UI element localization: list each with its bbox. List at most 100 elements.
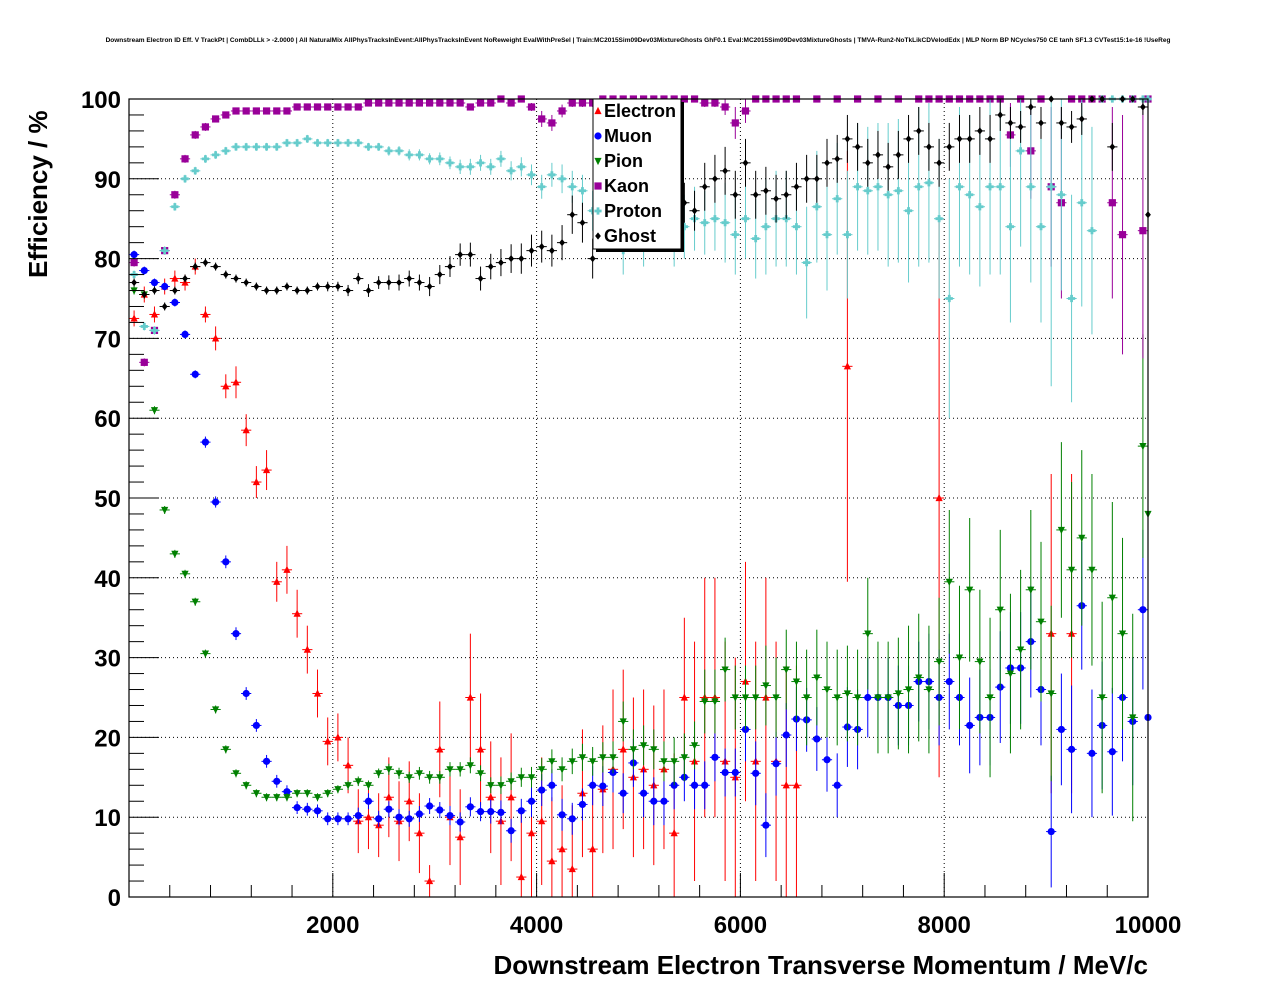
- data-point: [803, 258, 811, 267]
- data-point: [558, 811, 566, 819]
- data-point: [1006, 670, 1015, 678]
- data-point: [517, 163, 525, 171]
- legend-box: [592, 98, 682, 250]
- data-point: [252, 477, 260, 486]
- data-point: [222, 746, 230, 754]
- data-point: [803, 694, 811, 702]
- data-point: [670, 829, 678, 837]
- series-muon: [129, 250, 1152, 888]
- data-point: [955, 183, 964, 191]
- data-point: [507, 99, 515, 107]
- data-point: [558, 845, 566, 853]
- chart-title: Downstream Electron ID Eff. V TrackPt | …: [106, 37, 1171, 44]
- data-point: [1139, 606, 1147, 614]
- data-point: [426, 774, 434, 782]
- data-point: [487, 793, 495, 801]
- data-point: [395, 813, 403, 821]
- data-point: [395, 147, 403, 155]
- data-point: [864, 630, 872, 638]
- data-point: [487, 99, 495, 107]
- data-point: [507, 778, 515, 786]
- data-point: [161, 302, 168, 311]
- data-point: [793, 183, 800, 191]
- data-point: [273, 286, 280, 295]
- data-point: [313, 807, 322, 815]
- data-point: [527, 829, 536, 837]
- data-point: [650, 797, 658, 805]
- data-point: [405, 774, 413, 782]
- data-point: [976, 127, 983, 135]
- data-point: [639, 789, 648, 797]
- data-point: [171, 286, 178, 295]
- data-point: [262, 143, 271, 151]
- data-point: [293, 103, 301, 111]
- data-point: [303, 645, 311, 653]
- data-point: [355, 274, 362, 283]
- data-point: [527, 797, 536, 805]
- data-point: [548, 171, 556, 179]
- data-point: [242, 426, 250, 434]
- data-point: [1027, 103, 1034, 111]
- data-point: [232, 107, 240, 115]
- data-point: [252, 721, 260, 730]
- x-tick-labels: 2000 4000 6000 8000 10000: [306, 912, 1181, 939]
- data-point: [212, 151, 220, 159]
- data-point: [385, 805, 393, 813]
- data-point: [936, 159, 942, 167]
- data-point: [823, 756, 831, 764]
- data-point: [191, 370, 199, 378]
- data-point: [844, 135, 851, 143]
- data-point: [263, 286, 270, 295]
- data-point: [731, 768, 739, 777]
- data-point: [313, 139, 322, 147]
- data-point: [660, 758, 668, 766]
- data-point: [1017, 646, 1025, 654]
- data-point: [192, 262, 199, 271]
- data-point: [773, 195, 779, 203]
- y-tick-label: 60: [94, 406, 121, 433]
- data-point: [334, 786, 342, 794]
- data-point: [986, 694, 994, 702]
- data-point: [895, 151, 902, 159]
- data-point: [966, 191, 974, 199]
- data-point: [996, 606, 1004, 614]
- data-point: [1078, 199, 1086, 207]
- legend-marker: [595, 232, 601, 240]
- data-point: [528, 247, 535, 255]
- data-point: [344, 761, 352, 769]
- data-point: [741, 215, 750, 223]
- data-point: [212, 706, 220, 714]
- data-point: [476, 808, 485, 816]
- data-point: [864, 693, 872, 702]
- data-point: [711, 99, 719, 107]
- legend-label: Muon: [604, 126, 652, 146]
- data-point: [181, 330, 189, 339]
- data-point: [1118, 630, 1127, 638]
- data-point: [884, 191, 892, 199]
- data-point: [731, 694, 739, 702]
- data-point: [904, 686, 913, 694]
- data-point: [324, 737, 332, 745]
- data-point: [589, 845, 597, 853]
- x-tick-label: 6000: [714, 912, 767, 939]
- data-point: [1078, 115, 1085, 123]
- data-point: [151, 286, 158, 295]
- data-point: [415, 770, 424, 778]
- data-point: [487, 782, 495, 790]
- data-point: [212, 115, 220, 123]
- data-point: [538, 786, 546, 794]
- data-point: [395, 770, 403, 778]
- legend-marker: [594, 106, 602, 115]
- data-point: [222, 382, 230, 390]
- data-point: [273, 777, 281, 785]
- data-point: [813, 175, 820, 183]
- data-point: [436, 806, 444, 814]
- data-point: [578, 187, 587, 195]
- data-point: [1067, 566, 1076, 574]
- data-point: [752, 694, 760, 702]
- data-point: [742, 159, 749, 167]
- data-point: [721, 666, 729, 674]
- data-point: [1139, 227, 1147, 235]
- data-point: [222, 558, 230, 566]
- data-point: [741, 694, 750, 702]
